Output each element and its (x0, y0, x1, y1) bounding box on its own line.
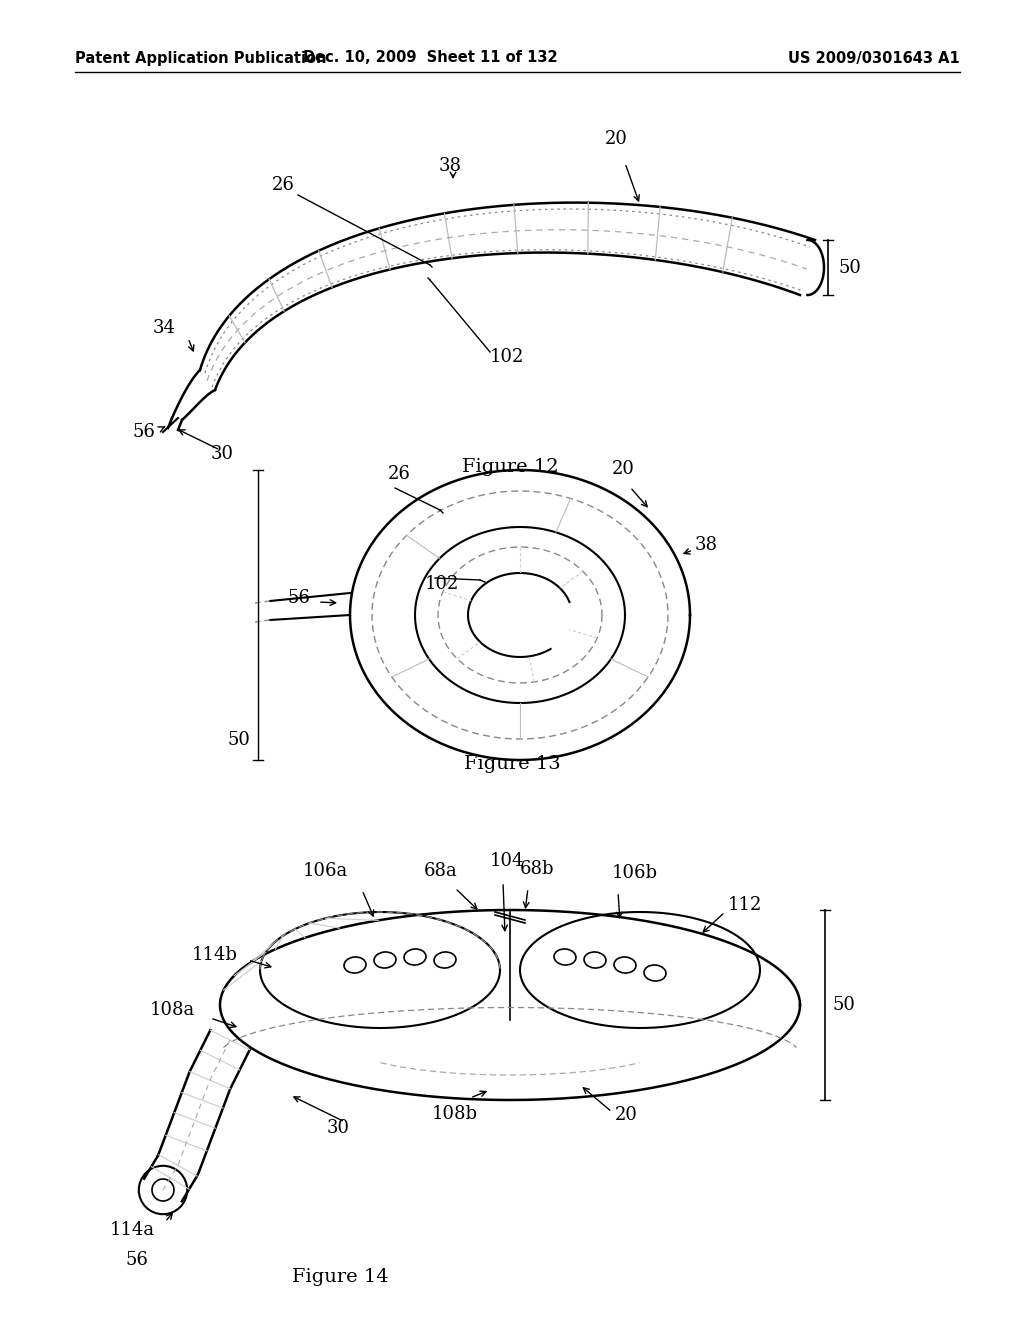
Text: 38: 38 (438, 157, 462, 176)
Text: 20: 20 (615, 1106, 638, 1125)
Text: 114b: 114b (193, 946, 238, 964)
Text: 50: 50 (227, 731, 250, 748)
Text: 26: 26 (272, 176, 295, 194)
Text: 56: 56 (125, 1251, 148, 1269)
Text: 30: 30 (327, 1119, 350, 1137)
Text: 34: 34 (153, 319, 175, 337)
Text: 50: 50 (838, 259, 861, 277)
Text: US 2009/0301643 A1: US 2009/0301643 A1 (788, 50, 961, 66)
Text: 112: 112 (728, 896, 763, 913)
Text: 26: 26 (388, 465, 411, 483)
Text: 56: 56 (132, 422, 155, 441)
Text: 104: 104 (490, 851, 524, 870)
Text: 68a: 68a (424, 862, 458, 880)
Text: Figure 14: Figure 14 (292, 1269, 388, 1286)
Text: 20: 20 (605, 129, 628, 148)
Text: 102: 102 (425, 576, 460, 593)
Text: 108a: 108a (150, 1001, 195, 1019)
Text: 114a: 114a (110, 1221, 155, 1239)
Text: 56: 56 (287, 589, 310, 607)
Text: 50: 50 (833, 997, 856, 1014)
Text: 108b: 108b (432, 1105, 478, 1123)
Text: 68b: 68b (520, 861, 555, 878)
Text: Figure 13: Figure 13 (464, 755, 560, 774)
Text: 106a: 106a (303, 862, 348, 880)
Text: 102: 102 (490, 348, 524, 366)
Text: Patent Application Publication: Patent Application Publication (75, 50, 327, 66)
Text: 30: 30 (211, 445, 233, 463)
Text: Figure 12: Figure 12 (462, 458, 558, 477)
Text: 20: 20 (612, 459, 635, 478)
Text: Dec. 10, 2009  Sheet 11 of 132: Dec. 10, 2009 Sheet 11 of 132 (303, 50, 557, 66)
Text: 38: 38 (695, 536, 718, 554)
Text: 106b: 106b (612, 865, 658, 882)
